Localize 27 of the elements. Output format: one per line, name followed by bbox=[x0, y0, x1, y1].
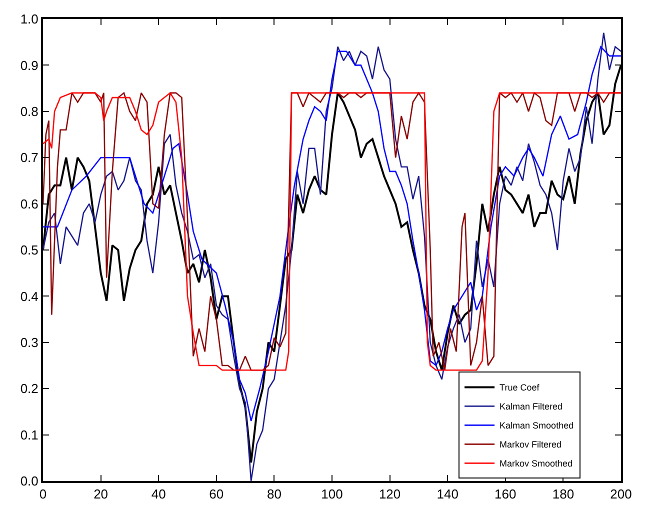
y-tick-label: 0.6 bbox=[20, 196, 38, 212]
x-tick-label: 160 bbox=[494, 486, 516, 502]
y-tick-label: 0.2 bbox=[20, 381, 38, 396]
x-tick-label: 60 bbox=[209, 486, 224, 502]
legend-label: Kalman Filtered bbox=[500, 402, 563, 412]
y-tick-label: 0.5 bbox=[20, 242, 38, 258]
x-tick-label: 20 bbox=[94, 486, 108, 502]
x-tick-label: 120 bbox=[378, 486, 401, 502]
x-tick-label: 140 bbox=[436, 486, 458, 502]
y-tick-label: 1.0 bbox=[20, 12, 38, 27]
y-tick-label: 0.1 bbox=[20, 427, 38, 442]
legend-label: Markov Smoothed bbox=[500, 458, 573, 469]
x-tick-label: 100 bbox=[321, 486, 343, 502]
legend-label: Kalman Smoothed bbox=[500, 420, 574, 431]
x-tick-label: 180 bbox=[552, 486, 574, 502]
y-tick-label: 0.8 bbox=[20, 104, 38, 119]
x-tick-label: 80 bbox=[266, 486, 282, 502]
x-tick-label: 200 bbox=[610, 486, 632, 502]
x-tick-label: 40 bbox=[151, 486, 166, 502]
legend-label: True Coef bbox=[500, 382, 540, 393]
x-tick-label: 0 bbox=[39, 486, 47, 502]
y-tick-label: 0.0 bbox=[20, 474, 38, 489]
legend-label: Markov Filtered bbox=[500, 440, 562, 450]
y-tick-label: 0.3 bbox=[20, 334, 38, 350]
y-tick-label: 0.7 bbox=[20, 150, 38, 166]
y-tick-label: 0.9 bbox=[20, 58, 38, 73]
y-tick-label: 0.4 bbox=[20, 288, 38, 304]
